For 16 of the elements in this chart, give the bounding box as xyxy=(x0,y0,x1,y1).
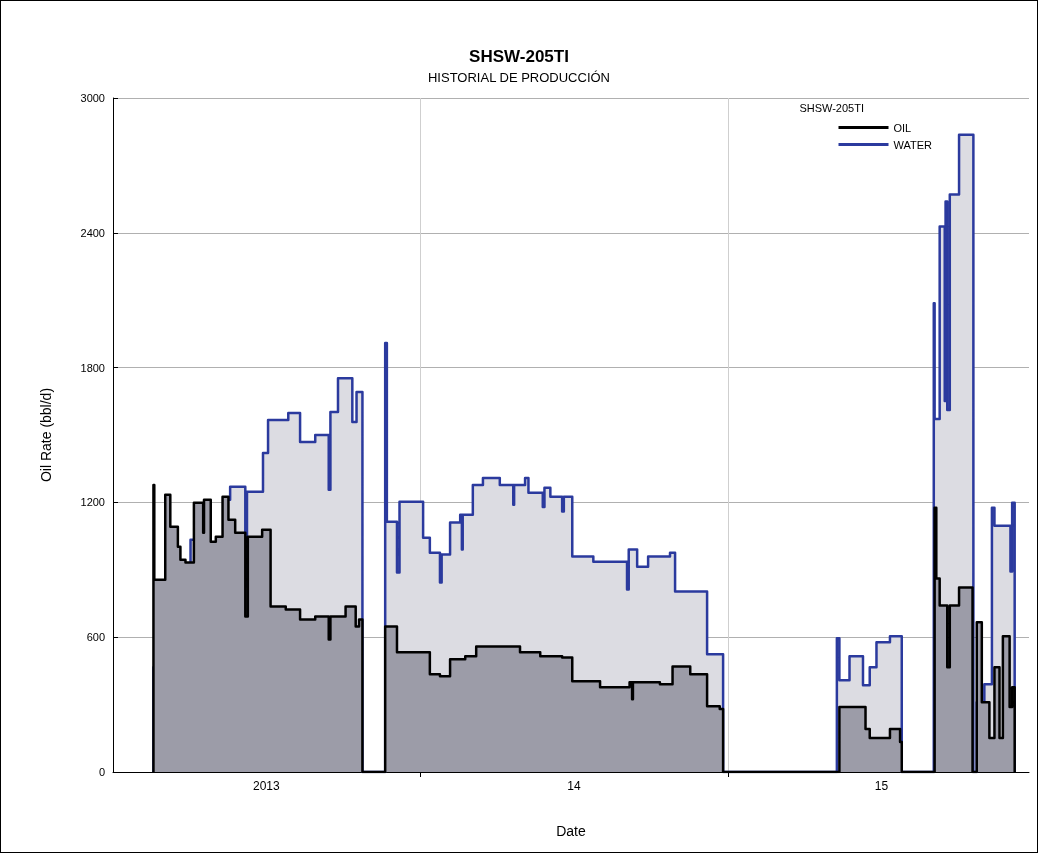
legend-label: OIL xyxy=(893,121,912,134)
y-tick-label: 0 xyxy=(98,766,105,778)
legend-title: SHSW-205TI xyxy=(799,101,864,114)
x-tick-label: 15 xyxy=(874,779,889,793)
y-tick-label: 3000 xyxy=(80,92,105,104)
x-tick-label: 2013 xyxy=(253,779,281,793)
x-tick-label: 14 xyxy=(567,779,581,793)
y-tick-label: 600 xyxy=(86,631,105,644)
y-tick-label: 2400 xyxy=(80,226,105,239)
y-axis-title: Oil Rate (bbl/d) xyxy=(38,387,54,483)
legend-label: WATER xyxy=(893,138,933,151)
chart-subtitle: HISTORIAL DE PRODUCCIÓN xyxy=(427,70,611,85)
chart-title: SHSW-205TI xyxy=(469,47,569,66)
x-axis-title: Date xyxy=(556,823,586,839)
y-tick-label: 1200 xyxy=(80,496,105,509)
y-tick-label: 1800 xyxy=(80,361,105,374)
